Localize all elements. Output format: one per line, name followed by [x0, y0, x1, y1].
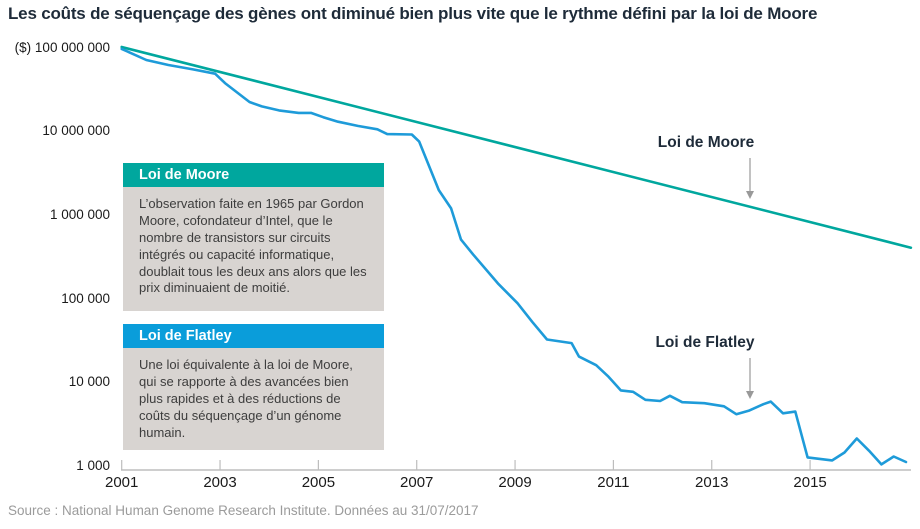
data-series [120, 45, 913, 466]
legend-box-flatley-title: Loi de Flatley [123, 324, 384, 348]
x-axis-label: 2011 [597, 474, 630, 491]
source-credit: Source : National Human Genome Research … [8, 503, 479, 518]
chart-title: Les coûts de séquençage des gènes ont di… [8, 4, 818, 23]
y-axis-label: 1 000 [76, 458, 110, 473]
x-axis-label: 2001 [105, 474, 139, 491]
x-axis-label: 2005 [301, 474, 336, 491]
annotation-loi-de-moore: Loi de Moore [657, 134, 755, 151]
y-axis-label: 10 000 000 [42, 123, 110, 139]
series-line-loi-de-moore [120, 45, 913, 249]
legend-box-moore-body: L’observation faite en 1965 par Gordon M… [123, 187, 384, 311]
legend-box-moore: Loi de Moore L’observation faite en 1965… [123, 163, 384, 311]
legend-box-flatley: Loi de Flatley Une loi équivalente à la … [123, 324, 384, 451]
x-axis-label: 2015 [793, 474, 827, 491]
moore-arrow [746, 158, 754, 199]
y-axis-label: 1 000 000 [49, 206, 110, 222]
y-axis-label: 10 000 [68, 374, 110, 390]
flatley-arrow [746, 358, 754, 399]
x-axis-label: 2013 [695, 474, 729, 491]
y-axis-label: 100 000 [61, 290, 110, 306]
legend-box-flatley-body: Une loi équivalente à la loi de Moore, q… [123, 348, 384, 451]
x-axis-label: 2009 [498, 474, 532, 491]
x-axis-label: 2007 [400, 474, 434, 491]
legend-box-moore-title: Loi de Moore [123, 163, 384, 187]
y-axis-label: ($) 100 000 000 [14, 39, 110, 55]
series-line-co-t-de-s-quen-age [120, 47, 908, 466]
x-axis-ticks [121, 460, 811, 470]
annotation-loi-de-flatley: Loi de Flatley [655, 334, 755, 351]
x-axis-label: 2003 [203, 474, 237, 491]
